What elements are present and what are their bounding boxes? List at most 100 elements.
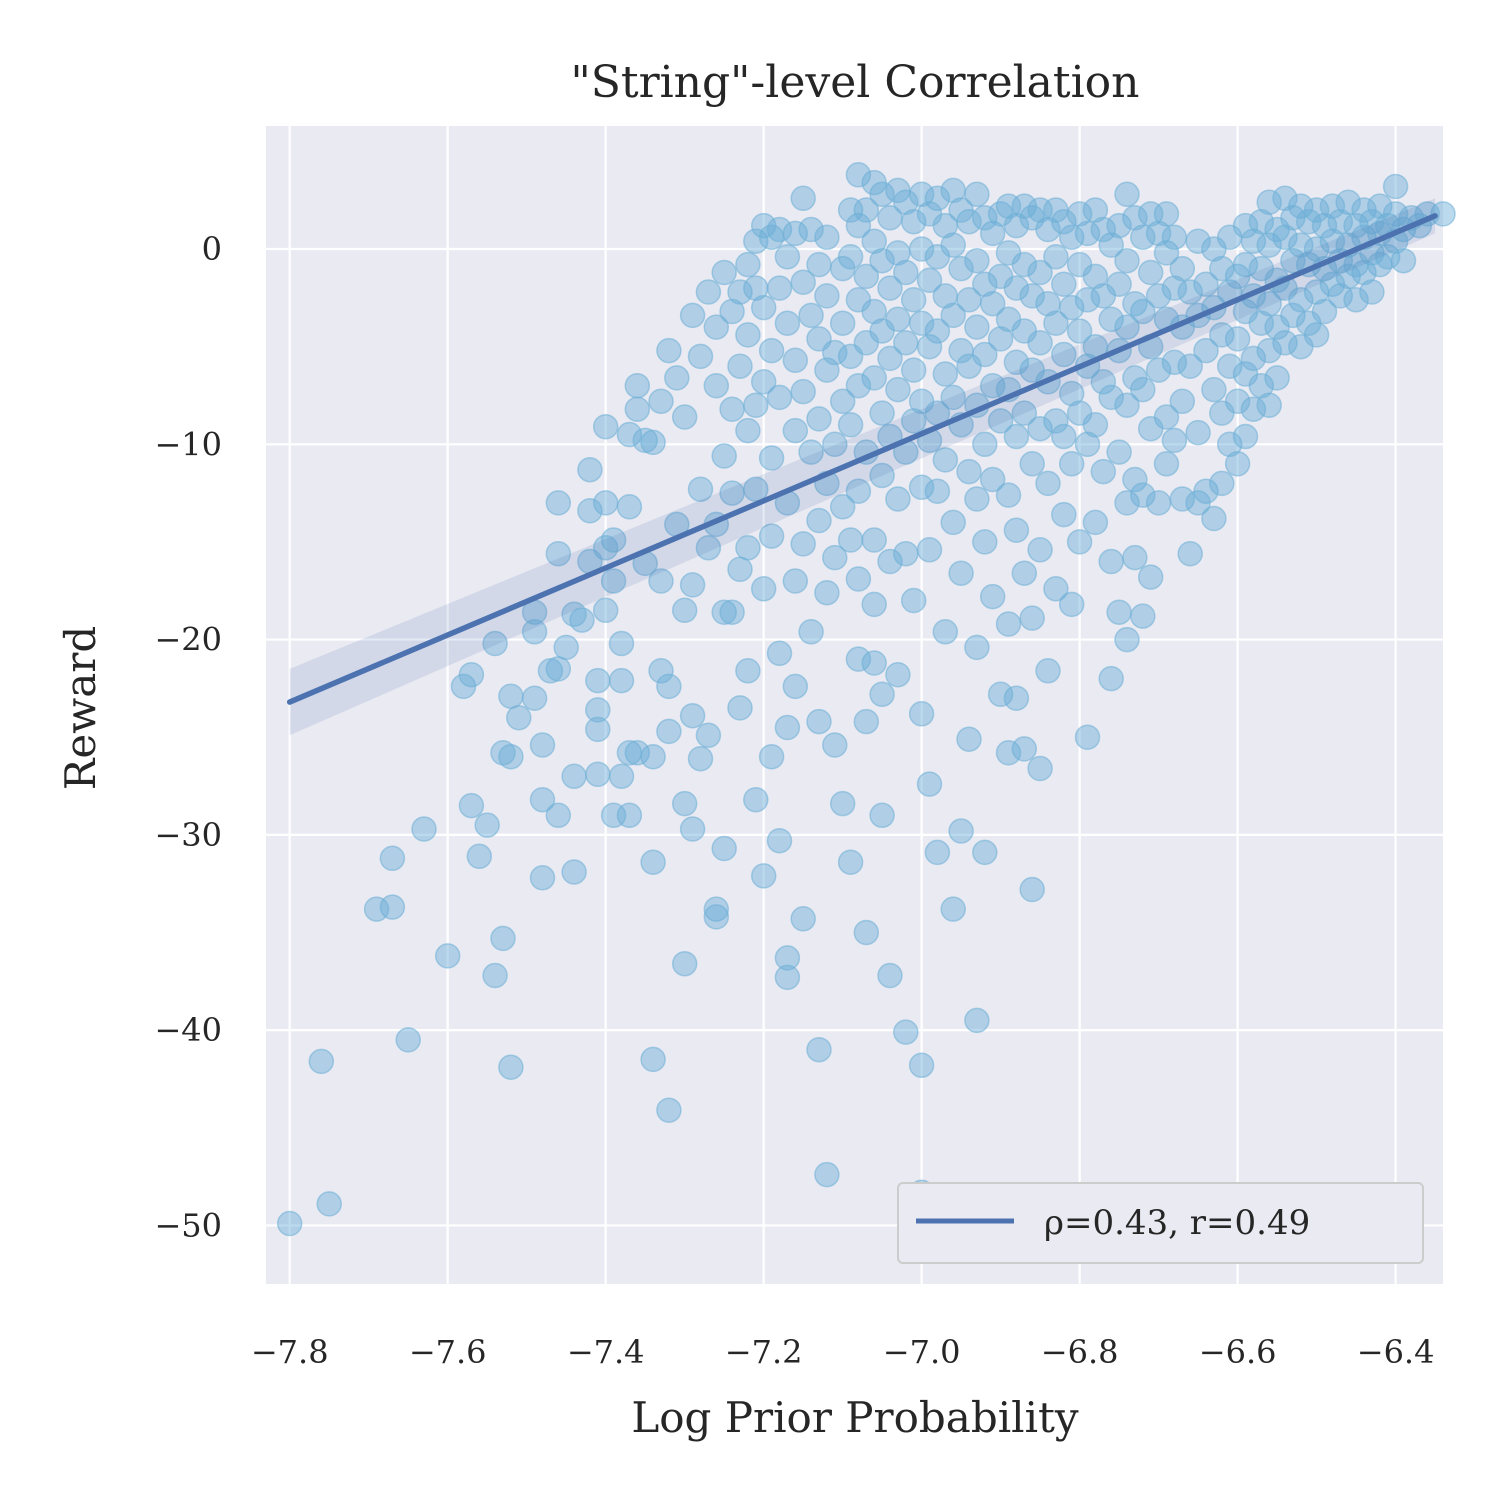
scatter-point: [845, 646, 872, 672]
scatter-point: [735, 658, 761, 684]
scatter-point: [1074, 220, 1101, 247]
scatter-point: [1114, 626, 1140, 653]
scatter-point: [1066, 529, 1093, 555]
scatter-point: [600, 568, 627, 594]
scatter-point: [711, 835, 737, 862]
scatter-point: [885, 661, 911, 688]
scatter-point: [1074, 724, 1101, 750]
scatter-point: [608, 630, 635, 657]
chart-title: "String"-level Correlation: [571, 57, 1140, 108]
scatter-point: [979, 583, 1006, 610]
scatter-point: [1130, 482, 1156, 508]
scatter-point: [1153, 404, 1180, 430]
scatter-point: [932, 619, 959, 645]
y-tick-label: −50: [154, 1206, 222, 1244]
scatter-point: [1035, 216, 1061, 243]
scatter-point: [940, 232, 966, 258]
scatter-point: [1043, 244, 1069, 270]
scatter-point: [434, 943, 461, 969]
scatter-point: [1224, 326, 1251, 352]
scatter-point: [1003, 349, 1030, 376]
scatter-point: [806, 708, 832, 735]
scatter-point: [853, 708, 880, 735]
scatter-point: [972, 271, 998, 297]
scatter-point: [924, 318, 951, 344]
scatter-point: [1319, 193, 1346, 219]
scatter-point: [1240, 228, 1267, 254]
scatter-point: [1311, 212, 1338, 239]
scatter-point: [735, 251, 761, 278]
scatter-point: [624, 372, 651, 399]
scatter-point: [529, 786, 556, 813]
scatter-point: [1051, 341, 1077, 368]
scatter-point: [837, 412, 864, 438]
scatter-point: [395, 1027, 421, 1053]
scatter-point: [1058, 294, 1085, 321]
scatter-point: [893, 1019, 919, 1045]
scatter-point: [877, 345, 903, 372]
scatter-point: [908, 1052, 935, 1079]
scatter-point: [1232, 423, 1259, 450]
scatter-point: [1169, 486, 1196, 512]
scatter-point: [640, 1046, 666, 1073]
y-tick-label: −30: [154, 816, 222, 854]
scatter-point: [1130, 603, 1156, 629]
scatter-point: [727, 556, 753, 583]
scatter-point: [411, 816, 437, 842]
y-tick-label: −20: [154, 621, 222, 659]
scatter-point: [743, 476, 769, 502]
scatter-point: [1098, 232, 1124, 258]
scatter-point: [616, 421, 643, 448]
scatter-point: [1193, 271, 1219, 297]
x-tick-label: −7.0: [883, 1333, 961, 1371]
scatter-point: [782, 417, 809, 444]
scatter-point: [908, 474, 935, 501]
scatter-point: [1003, 423, 1030, 450]
scatter-point: [900, 357, 927, 383]
scatter-point: [1256, 392, 1282, 418]
scatter-point: [837, 244, 864, 270]
scatter-point: [806, 1036, 832, 1063]
scatter-point: [1240, 396, 1267, 422]
scatter-point: [1003, 275, 1030, 301]
scatter-point: [964, 486, 990, 512]
scatter-point: [766, 640, 793, 667]
scatter-point: [1153, 451, 1180, 477]
scatter-point: [1319, 228, 1346, 254]
scatter-point: [569, 607, 595, 633]
scatter-point: [1177, 279, 1203, 305]
scatter-point: [1090, 458, 1117, 485]
scatter-point: [1098, 306, 1124, 333]
scatter-point: [458, 792, 485, 819]
scatter-point: [1098, 665, 1124, 692]
scatter-point: [869, 400, 895, 426]
scatter-point: [1367, 193, 1393, 219]
scatter-point: [790, 378, 816, 405]
scatter-point: [1106, 439, 1132, 465]
scatter-point: [1082, 263, 1109, 290]
scatter-point: [1232, 212, 1259, 239]
scatter-point: [1335, 189, 1361, 215]
regression-line: [286, 213, 1438, 705]
scatter-point: [1169, 255, 1196, 282]
scatter-point: [814, 1161, 840, 1188]
scatter-point: [1074, 287, 1101, 313]
scatter-point: [1303, 197, 1330, 223]
scatter-point: [1161, 224, 1188, 251]
scatter-point: [964, 634, 990, 661]
scatter-point: [379, 894, 406, 920]
scatter-point: [1011, 736, 1038, 762]
scatter-point: [1264, 365, 1290, 391]
scatter-point: [1153, 240, 1180, 266]
scatter-point: [845, 372, 872, 399]
scatter-point: [885, 376, 911, 403]
scatter-point: [711, 443, 737, 469]
scatter-point: [585, 716, 611, 743]
scatter-point: [1193, 337, 1219, 364]
scatter-point: [316, 1191, 342, 1217]
scatter-point: [1272, 224, 1298, 251]
scatter-point: [750, 369, 777, 395]
scatter-point: [1051, 271, 1077, 297]
scatter-point: [845, 478, 872, 504]
scatter-point: [482, 962, 508, 989]
